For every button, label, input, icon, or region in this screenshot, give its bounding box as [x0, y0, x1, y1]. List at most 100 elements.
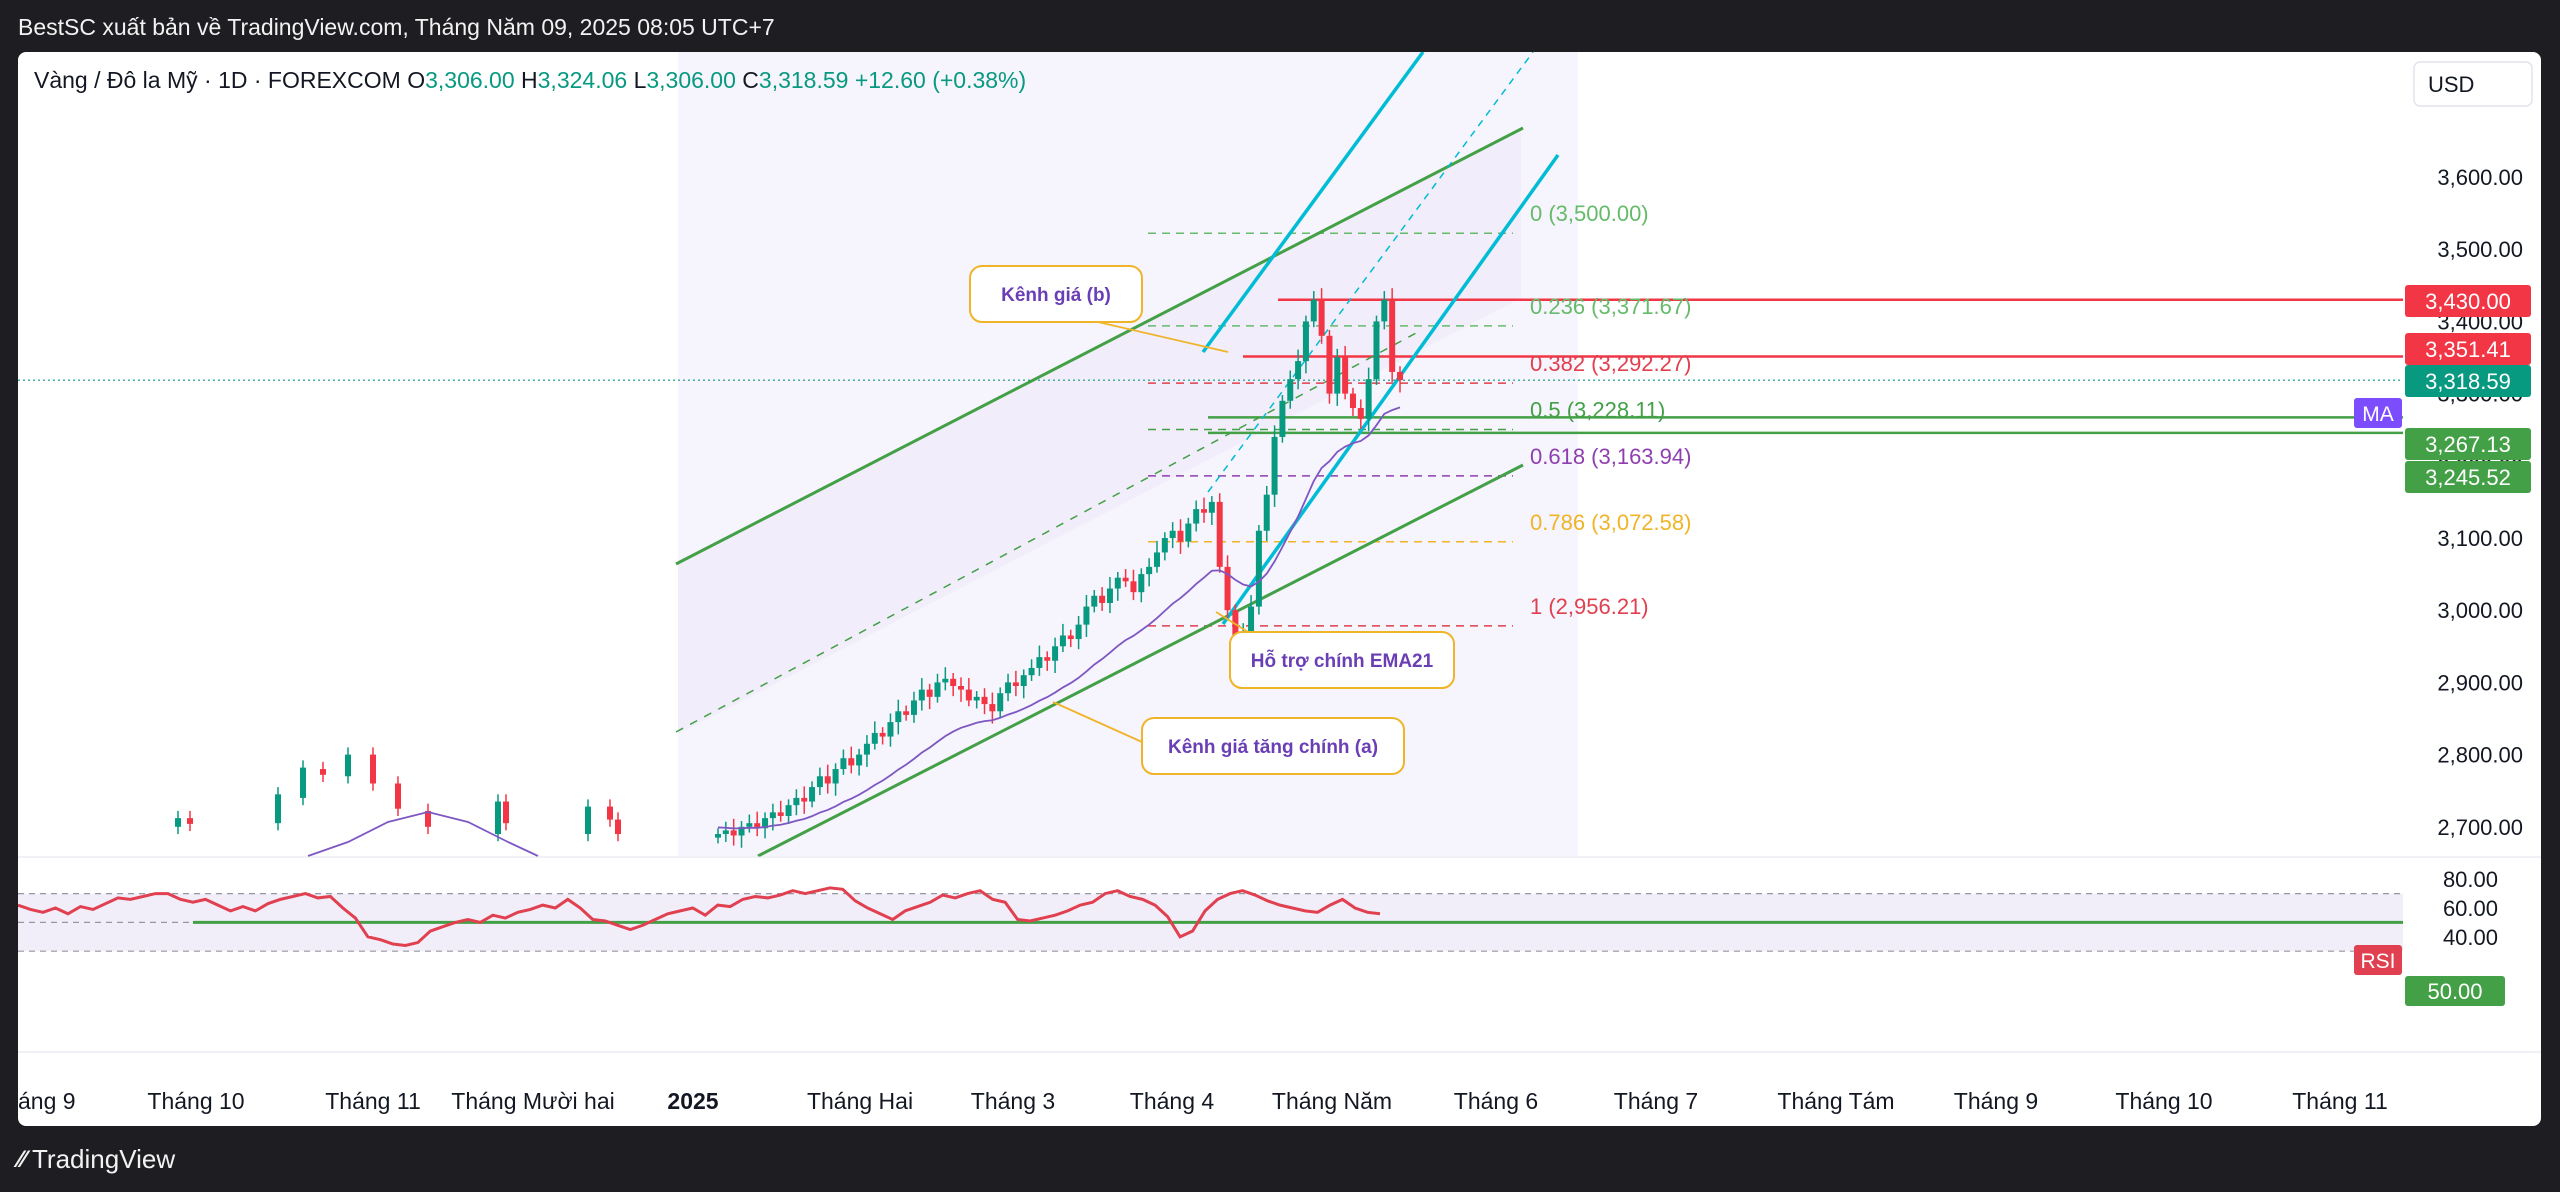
symbol-legend: Vàng / Đô la Mỹ · 1D · FOREXCOM O3,306.0… [34, 67, 1026, 93]
fib-label: 0.236 (3,371.67) [1530, 294, 1691, 319]
annotation-leader [1052, 701, 1143, 743]
candle-body [981, 696, 988, 705]
candle-body [1334, 357, 1341, 394]
price-tag-label: 3,351.41 [2425, 337, 2511, 362]
candle-body [1279, 400, 1286, 437]
ma-tag[interactable] [2354, 398, 2402, 428]
rsi-value-label: 50.00 [2427, 979, 2482, 1004]
legend-value: O [407, 67, 425, 93]
ema21-line-early [307, 811, 539, 857]
chart-panel[interactable]: 0 (3,500.00) 0.236 (3,371.67) 0.382 (3,292… [18, 52, 2541, 1126]
x-axis-tick: Tháng 11 [2292, 1088, 2387, 1114]
x-axis-tick: Tháng Tám [1777, 1088, 1894, 1114]
price-tag-label: 3,245.52 [2425, 465, 2511, 490]
currency-button[interactable] [2413, 61, 2533, 107]
candle-body [809, 787, 816, 802]
candle-body [856, 754, 863, 766]
candle-body [1326, 335, 1333, 394]
candle-body [1091, 595, 1098, 607]
legend-value: C [742, 67, 759, 93]
candle-body [1138, 574, 1145, 593]
candle-body [1381, 299, 1388, 322]
fib-label: 0.618 (3,163.94) [1530, 444, 1691, 469]
candle-body [1075, 624, 1082, 640]
rsi-tag[interactable] [2354, 945, 2402, 975]
candle-body [848, 758, 855, 766]
x-axis-tick: áng 9 [18, 1088, 76, 1114]
candle-body [1349, 393, 1356, 409]
x-axis-tick: Tháng 10 [147, 1088, 244, 1114]
candle-body [345, 754, 351, 777]
channel-band [678, 128, 1521, 734]
ema21-line [717, 406, 1401, 830]
price-tag[interactable] [2405, 461, 2531, 493]
legend-value: 3,306.00 [646, 67, 742, 93]
price-tag[interactable] [2405, 428, 2531, 460]
x-axis-tick: Tháng Năm [1272, 1088, 1392, 1114]
legend-value: L [634, 67, 647, 93]
legend-value: 3,318.59 [759, 67, 855, 93]
candle-body [1295, 361, 1302, 380]
fib-label: 0.786 (3,072.58) [1530, 510, 1691, 535]
candle-body [1287, 379, 1294, 401]
publisher-bar: BestSC xuất bản về TradingView.com, Thán… [0, 0, 2560, 52]
price-tag-label: 3,267.13 [2425, 432, 2511, 457]
candle-body [730, 830, 737, 836]
candle-body [816, 776, 823, 788]
candle-body [1161, 538, 1168, 553]
candle-body [1373, 321, 1380, 380]
price-tag[interactable] [2405, 285, 2531, 317]
price-tag[interactable] [2405, 365, 2531, 397]
candle-body [503, 801, 509, 824]
annotation-label: Kênh giá (b) [1001, 285, 1111, 306]
footer-brand: TradingView [32, 1144, 176, 1174]
price-tag[interactable] [2405, 333, 2531, 365]
candle-body [1036, 657, 1043, 668]
candle-body [950, 678, 957, 687]
y-axis-tick: 2,700.00 [2437, 815, 2523, 840]
currency-button-label: USD [2428, 72, 2474, 97]
candle-body [1357, 408, 1364, 419]
candle-body [1169, 530, 1176, 538]
candle-body [1067, 635, 1074, 640]
candle-body [1114, 577, 1121, 589]
chart-canvas[interactable]: 0 (3,500.00) 0.236 (3,371.67) 0.382 (3,292… [18, 52, 2541, 1126]
tradingview-logo[interactable]: ⁄⁄ TradingView [18, 1144, 175, 1175]
candle-body [738, 826, 745, 836]
rsi-value-tag[interactable] [2405, 976, 2505, 1006]
candle-body [934, 682, 941, 697]
candle-body [769, 812, 776, 819]
annotation-box[interactable] [969, 265, 1143, 323]
candle-body [863, 743, 870, 755]
candle-body [1044, 657, 1051, 661]
candle-body [1177, 530, 1184, 542]
x-axis-tick: Tháng 10 [2115, 1088, 2212, 1114]
rsi-axis-tick: 40.00 [2443, 925, 2498, 950]
fib-label: 0.382 (3,292.27) [1530, 351, 1691, 376]
channel-a-lower [757, 463, 1524, 858]
candle-body [1255, 530, 1262, 607]
candle-body [187, 818, 193, 824]
legend-value: +12.60 (+0.38%) [855, 67, 1026, 93]
candle-body [1106, 588, 1113, 603]
fib-label: 0.5 (3,228.11) [1530, 398, 1665, 423]
fib-label: 1 (2,956.21) [1530, 594, 1649, 619]
annotation-box[interactable] [1229, 631, 1455, 689]
rsi-axis-tick: 80.00 [2443, 867, 2498, 892]
channel-b-upper [1201, 52, 1425, 354]
rsi-line [18, 886, 1381, 947]
y-axis-tick: 3,500.00 [2437, 237, 2523, 262]
candle-body [175, 818, 181, 827]
candle-body [1153, 552, 1160, 567]
candle-body [1083, 606, 1090, 625]
candle-body [801, 797, 808, 802]
annotation-label: Kênh giá tăng chính (a) [1168, 737, 1378, 758]
y-axis-tick: 3,000.00 [2437, 598, 2523, 623]
candle-body [895, 711, 902, 723]
tradingview-logo-icon: ⁄⁄ [18, 1145, 27, 1173]
candle-body [973, 696, 980, 701]
candle-body [1271, 436, 1278, 495]
y-axis-tick: 3,100.00 [2437, 526, 2523, 551]
annotation-box[interactable] [1141, 717, 1405, 775]
candle-body [1012, 682, 1019, 687]
